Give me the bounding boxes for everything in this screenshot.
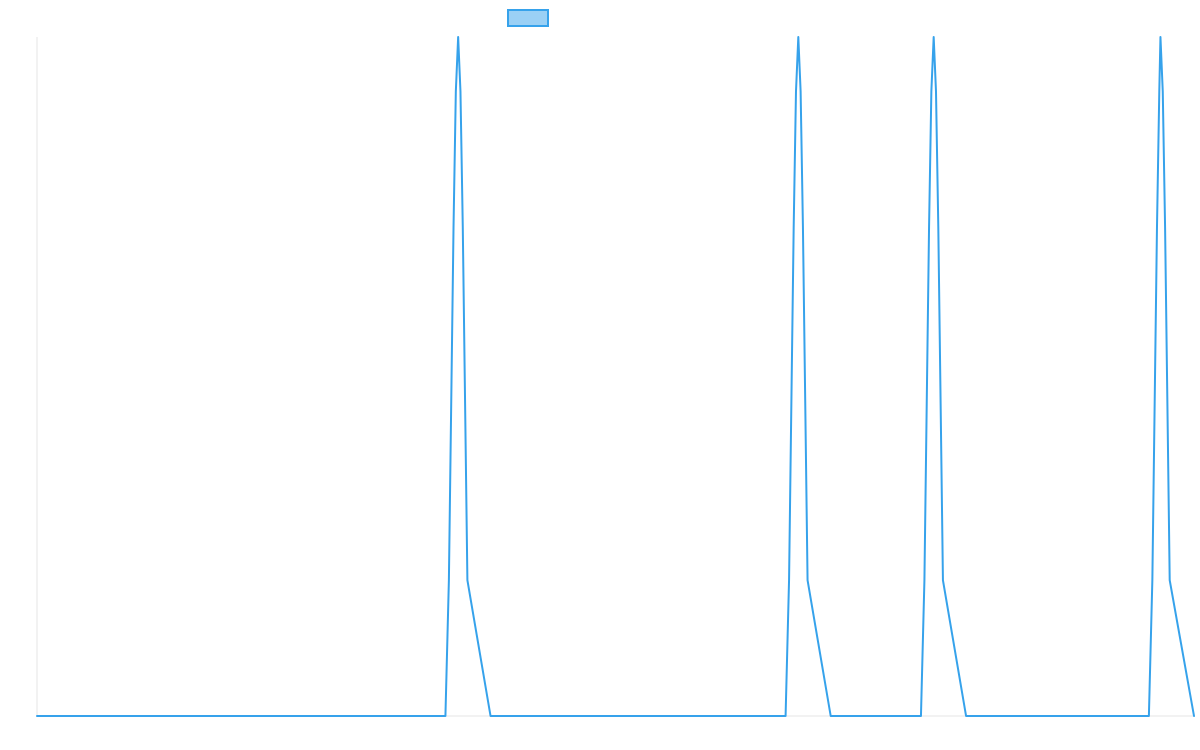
legend-swatch[interactable]: [507, 9, 549, 27]
series-line-1: [36, 36, 1195, 717]
series-layer: [36, 36, 1195, 717]
